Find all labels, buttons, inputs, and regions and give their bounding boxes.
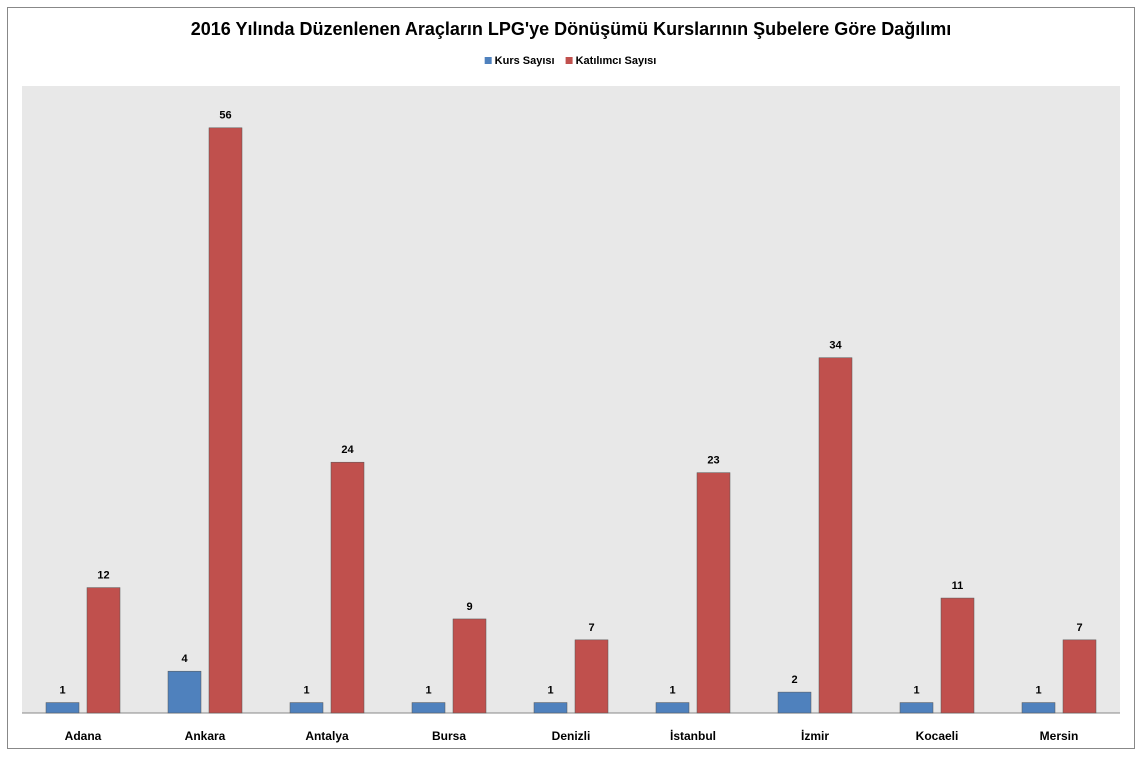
plot-area [22, 86, 1120, 713]
x-tick-label: Ankara [185, 729, 226, 743]
bar [940, 597, 975, 714]
data-label: 1 [1035, 684, 1041, 696]
bar [167, 670, 202, 714]
x-tick-label: Adana [65, 729, 102, 743]
x-tick-label: İzmir [801, 728, 829, 743]
x-tick-label: Bursa [432, 729, 466, 743]
legend-swatch [565, 57, 573, 64]
data-label: 12 [97, 570, 109, 582]
legend-label: Katılımcı Sayısı [576, 55, 657, 67]
data-label: 1 [425, 684, 431, 696]
legend-label: Kurs Sayısı [495, 55, 555, 67]
data-label: 1 [59, 684, 65, 696]
bar [533, 702, 568, 714]
data-label: 1 [547, 684, 553, 696]
chart-title: 2016 Yılında Düzenlenen Araçların LPG'ye… [191, 19, 952, 39]
data-label: 4 [181, 653, 188, 665]
bar [452, 618, 487, 714]
data-label: 24 [341, 444, 354, 456]
data-label: 23 [707, 455, 719, 467]
data-label: 7 [1076, 622, 1082, 634]
bar [777, 691, 812, 714]
x-tick-label: Denizli [552, 729, 591, 743]
bar [1021, 702, 1056, 714]
data-label: 9 [466, 601, 472, 613]
bar [818, 357, 853, 714]
data-label: 34 [829, 340, 842, 352]
data-label: 2 [791, 674, 797, 686]
legend-swatch [484, 57, 492, 64]
bar [45, 702, 80, 714]
bar [696, 472, 731, 714]
bar [330, 461, 365, 714]
bar [899, 702, 934, 714]
data-label: 7 [588, 622, 594, 634]
x-tick-label: Kocaeli [916, 729, 959, 743]
bar [574, 639, 609, 714]
data-label: 1 [913, 684, 919, 696]
data-label: 11 [952, 580, 964, 592]
bar [289, 702, 324, 714]
bar [411, 702, 446, 714]
data-label: 1 [669, 684, 675, 696]
x-tick-label: Antalya [305, 729, 349, 743]
x-tick-label: Mersin [1040, 729, 1079, 743]
data-label: 1 [303, 684, 309, 696]
bar [1062, 639, 1097, 714]
x-tick-label: İstanbul [670, 728, 716, 743]
bar [208, 127, 243, 714]
bar [655, 702, 690, 714]
data-label: 56 [219, 110, 231, 122]
bar [86, 587, 121, 714]
